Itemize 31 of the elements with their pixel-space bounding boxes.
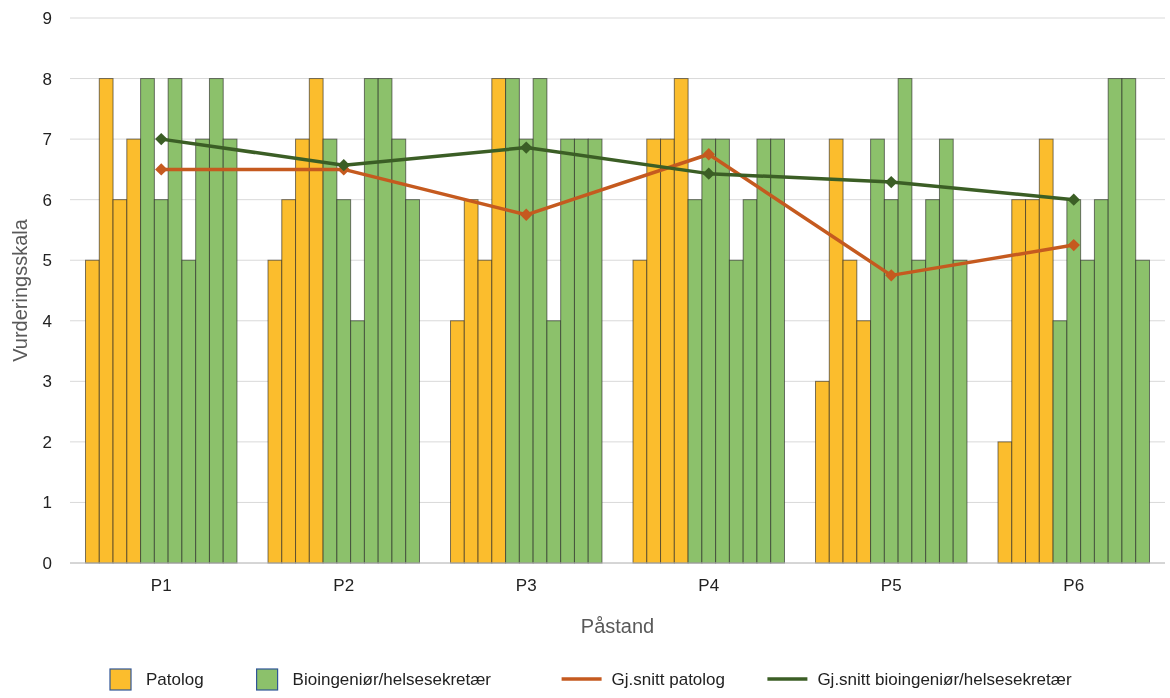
point bbox=[702, 148, 715, 161]
y-tick-label: 0 bbox=[42, 553, 52, 573]
point bbox=[155, 132, 168, 146]
y-tick-label: 1 bbox=[42, 493, 52, 513]
y-axis-title: Vurderingsskala bbox=[9, 218, 31, 362]
legend-label: Gj.snitt patolog bbox=[611, 670, 726, 689]
y-tick-label: 2 bbox=[42, 432, 52, 452]
legend-label: Gj.snitt bioingeniør/helsesekretær bbox=[817, 670, 1072, 689]
y-tick-label: 4 bbox=[42, 311, 52, 331]
x-axis-title: Påstand bbox=[580, 615, 655, 637]
y-tick-label: 3 bbox=[42, 372, 52, 392]
x-tick-label: P3 bbox=[515, 576, 537, 595]
y-tick-label: 9 bbox=[42, 8, 52, 28]
x-tick-label: P4 bbox=[698, 576, 720, 595]
point bbox=[1067, 238, 1080, 252]
x-tick-label: P5 bbox=[880, 576, 902, 595]
legend-label: Bioingeniør/helsesekretær bbox=[292, 670, 492, 689]
point bbox=[885, 269, 898, 282]
legend-label: Patolog bbox=[146, 670, 204, 689]
point bbox=[520, 141, 533, 154]
y-tick-label: 7 bbox=[42, 130, 52, 150]
y-tick-label: 6 bbox=[42, 190, 52, 210]
y-tick-label: 8 bbox=[42, 69, 52, 89]
y-tick-label: 5 bbox=[42, 251, 52, 271]
x-tick-label: P6 bbox=[1063, 576, 1085, 595]
point bbox=[885, 175, 898, 189]
point bbox=[520, 208, 533, 222]
x-tick-label: P2 bbox=[333, 576, 355, 595]
point bbox=[702, 167, 715, 180]
x-tick-label: P1 bbox=[150, 576, 172, 595]
point bbox=[337, 158, 350, 172]
